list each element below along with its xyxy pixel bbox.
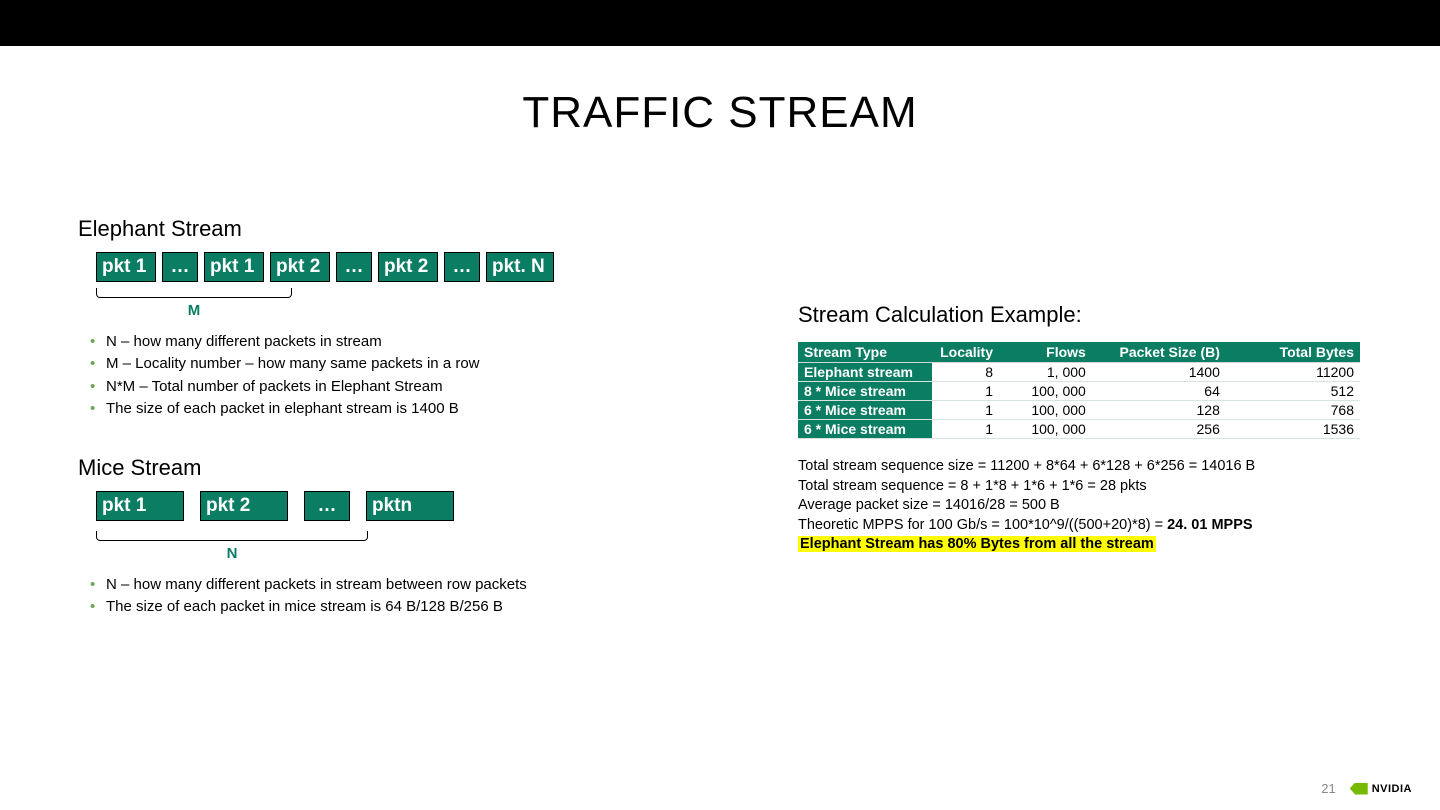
table-row: 6 * Mice stream 1 100, 000 128 768 [798,401,1360,420]
cell: 1 [932,401,999,420]
elephant-packet-row: pkt 1 … pkt 1 pkt 2 … pkt 2 … pkt. N [96,252,738,282]
mice-bullets: N – how many different packets in stream… [90,575,738,618]
cell: 1 [932,382,999,401]
table-row: 8 * Mice stream 1 100, 000 64 512 [798,382,1360,401]
packet-box: … [444,252,480,282]
cell: 64 [1092,382,1226,401]
cell: 1400 [1092,363,1226,382]
cell: 11200 [1226,363,1360,382]
mpps-value: 24. 01 MPPS [1167,517,1252,533]
cell: 512 [1226,382,1360,401]
col-header: Stream Type [798,342,932,363]
table-row: 6 * Mice stream 1 100, 000 256 1536 [798,420,1360,439]
bullet-item: N – how many different packets in stream [90,332,738,352]
calc-mpps-line: Theoretic MPPS for 100 Gb/s = 100*10^9/(… [798,516,1388,536]
cell: 6 * Mice stream [798,401,932,420]
right-column: Stream Calculation Example: Stream Type … [798,302,1388,555]
mice-packet-row: pkt 1 pkt 2 … pktn [96,491,738,521]
packet-box: … [304,491,350,521]
calc-line: Average packet size = 14016/28 = 500 B [798,496,1388,516]
packet-box: … [336,252,372,282]
col-header: Total Bytes [1226,342,1360,363]
cell: 8 [932,363,999,382]
col-header: Locality [932,342,999,363]
bullet-item: The size of each packet in elephant stre… [90,399,738,419]
cell: Elephant stream [798,363,932,382]
page-number: 21 [1321,781,1335,796]
packet-box: pkt 2 [270,252,330,282]
packet-box: pkt. N [486,252,554,282]
elephant-bracket: M [96,288,292,316]
calc-heading: Stream Calculation Example: [798,302,1388,328]
mice-bracket: N [96,531,368,559]
cell: 100, 000 [999,401,1092,420]
col-header: Flows [999,342,1092,363]
elephant-bullets: N – how many different packets in stream… [90,332,738,419]
packet-box: pkt 1 [96,491,184,521]
packet-box: … [162,252,198,282]
cell: 100, 000 [999,420,1092,439]
calc-highlight: Elephant Stream has 80% Bytes from all t… [798,536,1156,552]
elephant-heading: Elephant Stream [78,216,738,242]
cell: 100, 000 [999,382,1092,401]
top-black-bar [0,0,1440,46]
col-header: Packet Size (B) [1092,342,1226,363]
bracket-label-m: M [96,302,292,319]
cell: 8 * Mice stream [798,382,932,401]
calc-line: Total stream sequence size = 11200 + 8*6… [798,457,1388,477]
calc-line: Total stream sequence = 8 + 1*8 + 1*6 + … [798,477,1388,497]
nvidia-logo: NVIDIA [1350,783,1412,795]
cell: 768 [1226,401,1360,420]
packet-box: pktn [366,491,454,521]
packet-box: pkt 2 [200,491,288,521]
footer: 21 NVIDIA [1321,781,1412,796]
cell: 1, 000 [999,363,1092,382]
bullet-item: M – Locality number – how many same pack… [90,354,738,374]
mice-heading: Mice Stream [78,455,738,481]
calc-table: Stream Type Locality Flows Packet Size (… [798,342,1360,439]
bracket-label-n: N [96,545,368,562]
packet-box: pkt 2 [378,252,438,282]
nvidia-eye-icon [1350,783,1368,795]
cell: 6 * Mice stream [798,420,932,439]
packet-box: pkt 1 [96,252,156,282]
page-title: TRAFFIC STREAM [0,88,1440,138]
nvidia-logo-text: NVIDIA [1372,783,1412,795]
packet-box: pkt 1 [204,252,264,282]
bullet-item: The size of each packet in mice stream i… [90,597,738,617]
cell: 1 [932,420,999,439]
cell: 1536 [1226,420,1360,439]
bullet-item: N – how many different packets in stream… [90,575,738,595]
mpps-prefix: Theoretic MPPS for 100 Gb/s = 100*10^9/(… [798,517,1167,533]
cell: 128 [1092,401,1226,420]
cell: 256 [1092,420,1226,439]
table-row: Elephant stream 8 1, 000 1400 11200 [798,363,1360,382]
left-column: Elephant Stream pkt 1 … pkt 1 pkt 2 … pk… [78,216,738,620]
calc-text-block: Total stream sequence size = 11200 + 8*6… [798,457,1388,555]
bullet-item: N*M – Total number of packets in Elephan… [90,377,738,397]
